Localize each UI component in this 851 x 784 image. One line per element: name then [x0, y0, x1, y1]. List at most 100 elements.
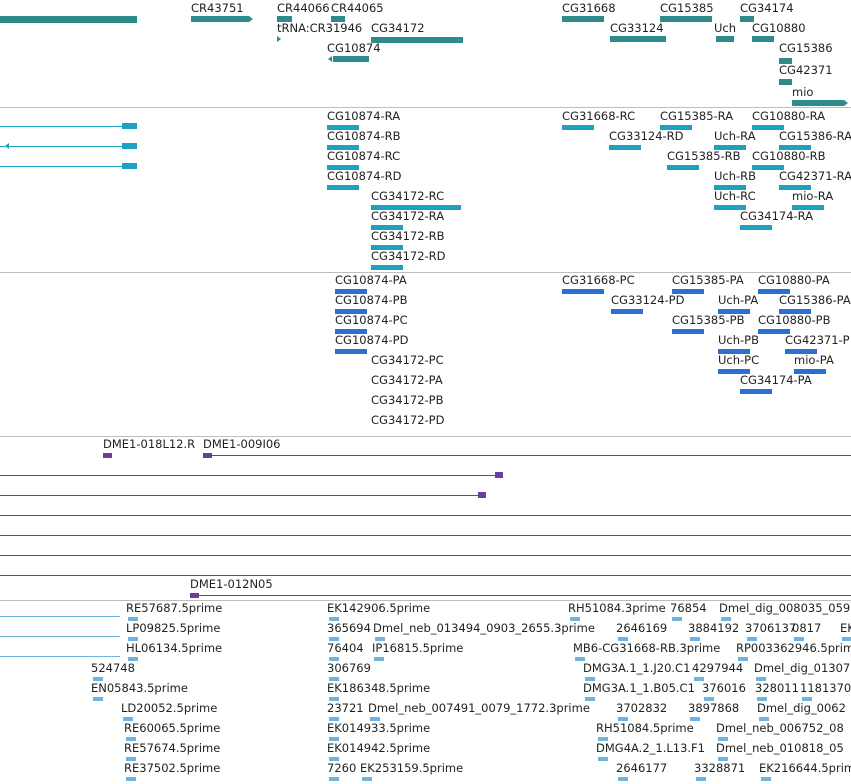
transcript-feature[interactable] — [562, 125, 594, 130]
est-label[interactable]: 2646169 — [616, 621, 668, 635]
est-feature[interactable] — [618, 777, 628, 781]
est-feature[interactable] — [694, 677, 704, 681]
est-label[interactable]: 3897868 — [688, 701, 740, 715]
est-line[interactable] — [0, 616, 120, 617]
transcript-feature[interactable] — [371, 245, 403, 250]
gene-label[interactable]: CG31668 — [562, 1, 616, 15]
est-feature[interactable] — [738, 657, 748, 661]
transcript-feature[interactable] — [327, 165, 359, 170]
est-label[interactable]: 3706137 — [745, 621, 797, 635]
gene-label[interactable]: CR43751 — [191, 1, 244, 15]
est-feature[interactable] — [575, 657, 585, 661]
protein-label[interactable]: CG10874-PA — [335, 273, 407, 287]
gene-label[interactable]: CG10880 — [752, 21, 806, 35]
est-label[interactable]: EK014942.5prime — [327, 741, 431, 755]
est-feature[interactable] — [375, 637, 385, 641]
est-label[interactable]: 365694 — [327, 621, 371, 635]
est-feature[interactable] — [329, 617, 339, 621]
transcript-label[interactable]: CG10874-RC — [327, 149, 401, 163]
transcript-feature[interactable] — [752, 125, 784, 130]
protein-feature[interactable] — [718, 369, 750, 374]
transcript-feature[interactable] — [122, 143, 137, 149]
est-feature[interactable] — [721, 617, 731, 621]
est-label[interactable]: 7260 — [327, 761, 357, 775]
gene-label[interactable]: Uch — [714, 21, 737, 35]
transcript-feature[interactable] — [327, 145, 359, 150]
protein-label[interactable]: CG15386-PA — [779, 293, 851, 307]
est-label[interactable]: Dmel_neb_007491_0079_1772.3prime — [368, 701, 590, 715]
gene-label[interactable]: CG34174 — [740, 1, 794, 15]
transcript-label[interactable]: CG10874-RD — [327, 169, 402, 183]
est-label[interactable]: EK014933.5prime — [327, 721, 431, 735]
transcript-intron[interactable] — [0, 126, 122, 127]
est-label[interactable]: EK253159.5prime — [360, 761, 464, 775]
clone-label[interactable]: DME1-018L12.R — [103, 437, 196, 451]
est-feature[interactable] — [759, 717, 769, 721]
transcript-label[interactable]: CG10880-RB — [752, 149, 826, 163]
est-label[interactable]: 328011 — [755, 681, 799, 695]
est-label[interactable]: Dmel_neb_013494_0903_2655.3prime — [373, 621, 595, 635]
est-label[interactable]: 3884192 — [688, 621, 740, 635]
clone-span[interactable] — [0, 555, 851, 556]
clone-span[interactable] — [212, 455, 851, 456]
transcript-label[interactable]: mio-RA — [792, 189, 834, 203]
est-feature[interactable] — [128, 637, 138, 641]
est-feature[interactable] — [747, 637, 757, 641]
gene-feature[interactable] — [740, 16, 754, 22]
gene-feature[interactable] — [191, 16, 249, 22]
est-label[interactable]: DMG4A.2_1.L13.F1 — [596, 741, 705, 755]
est-feature[interactable] — [718, 757, 728, 761]
protein-feature[interactable] — [562, 289, 604, 294]
protein-feature[interactable] — [779, 309, 811, 314]
est-label[interactable]: LP09825.5prime — [126, 621, 221, 635]
est-feature[interactable] — [128, 617, 138, 621]
transcript-feature[interactable] — [740, 225, 772, 230]
protein-label[interactable]: Uch-PA — [718, 293, 759, 307]
protein-label[interactable]: CG10880-PB — [758, 313, 831, 327]
est-label[interactable]: MB6-CG31668-RB.3prime — [573, 641, 721, 655]
est-label[interactable]: EK142906.5prime — [327, 601, 431, 615]
gene-feature[interactable] — [277, 16, 292, 22]
est-label[interactable]: RE37502.5prime — [124, 761, 221, 775]
est-label[interactable]: 1181370 — [800, 681, 851, 695]
est-label[interactable]: Dmel_neb_006752_08 — [716, 721, 844, 735]
gene-label[interactable]: CG10874 — [327, 41, 381, 55]
est-label[interactable]: Dmel_neb_010818_05 — [716, 741, 844, 755]
est-label[interactable]: 3702832 — [616, 701, 668, 715]
protein-feature[interactable] — [758, 329, 790, 334]
est-label[interactable]: 23721 — [327, 701, 364, 715]
est-feature[interactable] — [598, 737, 608, 741]
est-feature[interactable] — [126, 757, 136, 761]
est-feature[interactable] — [802, 697, 812, 701]
transcript-intron[interactable] — [0, 146, 122, 147]
gene-label[interactable]: CG33124 — [610, 21, 664, 35]
transcript-label[interactable]: Uch-RC — [714, 189, 756, 203]
est-label[interactable]: EK186348.5prime — [327, 681, 431, 695]
gene-label[interactable]: CG15385 — [660, 1, 714, 15]
protein-label[interactable]: CG31668-PC — [562, 273, 635, 287]
protein-feature[interactable] — [335, 309, 367, 314]
gene-feature[interactable] — [0, 16, 137, 23]
est-feature[interactable] — [842, 637, 851, 641]
est-feature[interactable] — [618, 717, 628, 721]
transcript-label[interactable]: Uch-RB — [714, 169, 757, 183]
clone-span[interactable] — [0, 495, 478, 496]
transcript-label[interactable]: CG15385-RA — [660, 109, 734, 123]
est-feature[interactable] — [329, 657, 339, 661]
clone-label[interactable]: DME1-009I06 — [203, 437, 281, 451]
transcript-feature[interactable] — [327, 185, 359, 190]
transcript-feature[interactable] — [779, 145, 811, 150]
protein-feature[interactable] — [335, 289, 367, 294]
gene-feature[interactable] — [792, 100, 844, 106]
gene-feature[interactable] — [716, 36, 734, 42]
est-label[interactable]: RE57674.5prime — [124, 741, 221, 755]
transcript-feature[interactable] — [327, 125, 359, 130]
est-feature[interactable] — [93, 677, 103, 681]
protein-label[interactable]: CG10874-PB — [335, 293, 408, 307]
est-feature[interactable] — [704, 697, 714, 701]
gene-feature[interactable] — [331, 16, 345, 22]
est-feature[interactable] — [128, 657, 138, 661]
transcript-feature[interactable] — [371, 205, 461, 210]
protein-feature[interactable] — [611, 309, 643, 314]
